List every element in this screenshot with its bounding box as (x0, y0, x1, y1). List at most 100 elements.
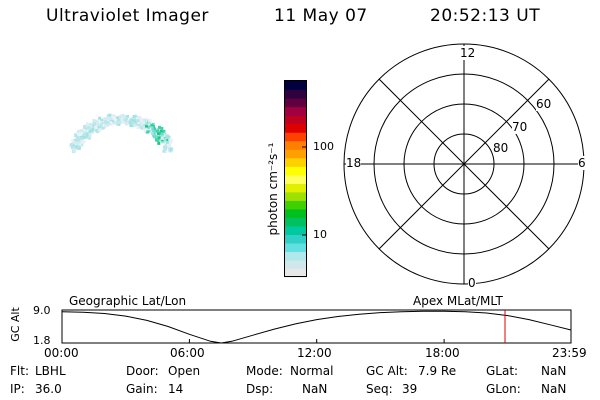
aurora-pixel (76, 141, 80, 145)
aurora-pixel (78, 132, 82, 136)
colorbar-segment (285, 234, 307, 244)
aurora-pixel (104, 124, 107, 128)
aurora-pixel (145, 124, 148, 128)
door-label: Door: (126, 364, 159, 378)
aurora-pixel (77, 139, 81, 143)
aurora-pixel (106, 117, 110, 121)
y-tick-1-8: 1.8 (33, 334, 51, 347)
aurora-pixel (151, 122, 155, 126)
aurora-pixel (151, 132, 155, 135)
aurora-pixel (142, 118, 146, 122)
aurora-pixel (142, 121, 146, 124)
colorbar-segment (285, 183, 307, 193)
aurora-pixel (98, 128, 102, 132)
aurora-pixel (165, 135, 169, 139)
colorbar-segment (285, 157, 307, 167)
aurora-pixel (167, 135, 170, 139)
aurora-pixel (134, 114, 138, 118)
aurora-pixel (154, 138, 158, 142)
aurora-pixel (99, 125, 103, 129)
colorbar-segment (285, 149, 307, 159)
aurora-pixel (154, 135, 157, 139)
aurora-pixel (152, 133, 156, 137)
aurora-pixel (168, 138, 172, 142)
aurora-pixel (147, 122, 151, 126)
aurora-pixel (164, 150, 168, 153)
aurora-pixel (146, 130, 150, 134)
aurora-pixel (91, 130, 95, 134)
aurora-pixel (123, 118, 127, 122)
door-value: Open (168, 364, 201, 378)
aurora-pixel (81, 131, 85, 135)
aurora-pixel (109, 121, 113, 124)
gain-value: 14 (168, 382, 184, 396)
aurora-pixel (75, 135, 79, 139)
glat-label: GLat: (486, 364, 519, 378)
x-tick-1800: 18:00 (425, 346, 460, 360)
gc-alt-label: GC Alt: (366, 364, 408, 378)
dsp-value: NaN (302, 382, 328, 396)
colorbar (284, 80, 307, 278)
colorbar-segment (285, 251, 307, 261)
aurora-pixel (78, 142, 82, 146)
aurora-pixel (136, 126, 140, 129)
aurora-pixel (148, 128, 152, 132)
dsp-label: Dsp: (246, 382, 274, 396)
aurora-pixel (167, 145, 171, 149)
aurora-pixel (110, 122, 114, 126)
aurora-pixel (81, 139, 84, 143)
aurora-pixel (103, 118, 107, 122)
aurora-pixel (132, 119, 136, 123)
aurora-pixel (72, 142, 76, 146)
aurora-pixel (126, 119, 130, 123)
aurora-pixel (92, 123, 96, 126)
aurora-pixel (88, 130, 92, 134)
aurora-pixel (108, 113, 112, 117)
aurora-pixel (163, 134, 167, 138)
aurora-pixel (142, 126, 146, 130)
aurora-pixel (74, 139, 78, 143)
aurora-pixel (133, 123, 137, 127)
colorbar-segment (285, 98, 307, 108)
colorbar-segment (285, 208, 307, 218)
aurora-pixel (90, 129, 94, 132)
aurora-pixel (150, 125, 154, 129)
aurora-pixel (145, 122, 149, 126)
aurora-pixel (155, 129, 159, 133)
gc-alt-value: 7.9 Re (418, 364, 457, 378)
aurora-pixel (157, 141, 161, 145)
aurora-pixel (69, 143, 73, 147)
aurora-pixel (163, 135, 167, 139)
aurora-pixel (164, 147, 168, 151)
aurora-pixel (117, 118, 121, 122)
aurora-pixel (159, 129, 163, 133)
aurora-pixel (162, 149, 166, 153)
aurora-pixel (169, 148, 173, 152)
aurora-pixel (74, 133, 78, 137)
aurora-pixel (114, 120, 118, 124)
ip-label: IP: (10, 382, 25, 396)
aurora-pixel (100, 118, 104, 122)
aurora-pixel (140, 126, 144, 130)
x-tick-2359: 23:59 (552, 346, 587, 360)
colorbar-segment (285, 81, 307, 91)
flt-label: Flt: (10, 364, 29, 378)
colorbar-segment (285, 106, 307, 116)
aurora-pixel (94, 119, 98, 123)
date-label: 11 May 07 (274, 6, 368, 26)
mlt-label-6: 6 (578, 156, 586, 170)
aurora-pixel (93, 125, 97, 129)
glon-label: GLon: (486, 382, 521, 396)
aurora-pixel (88, 124, 92, 128)
aurora-pixel (143, 129, 147, 132)
aurora-pixel (137, 117, 140, 121)
flt-value: LBHL (35, 364, 66, 378)
aurora-pixel (132, 115, 136, 119)
aurora-pixel (137, 124, 141, 127)
colorbar-label: photon cm⁻²s⁻¹ (266, 142, 280, 236)
aurora-pixel (97, 125, 101, 129)
colorbar-segment (285, 140, 307, 150)
mlt-label-12: 12 (460, 46, 476, 60)
aurora-pixel (111, 117, 115, 121)
aurora-pixel (85, 135, 89, 139)
